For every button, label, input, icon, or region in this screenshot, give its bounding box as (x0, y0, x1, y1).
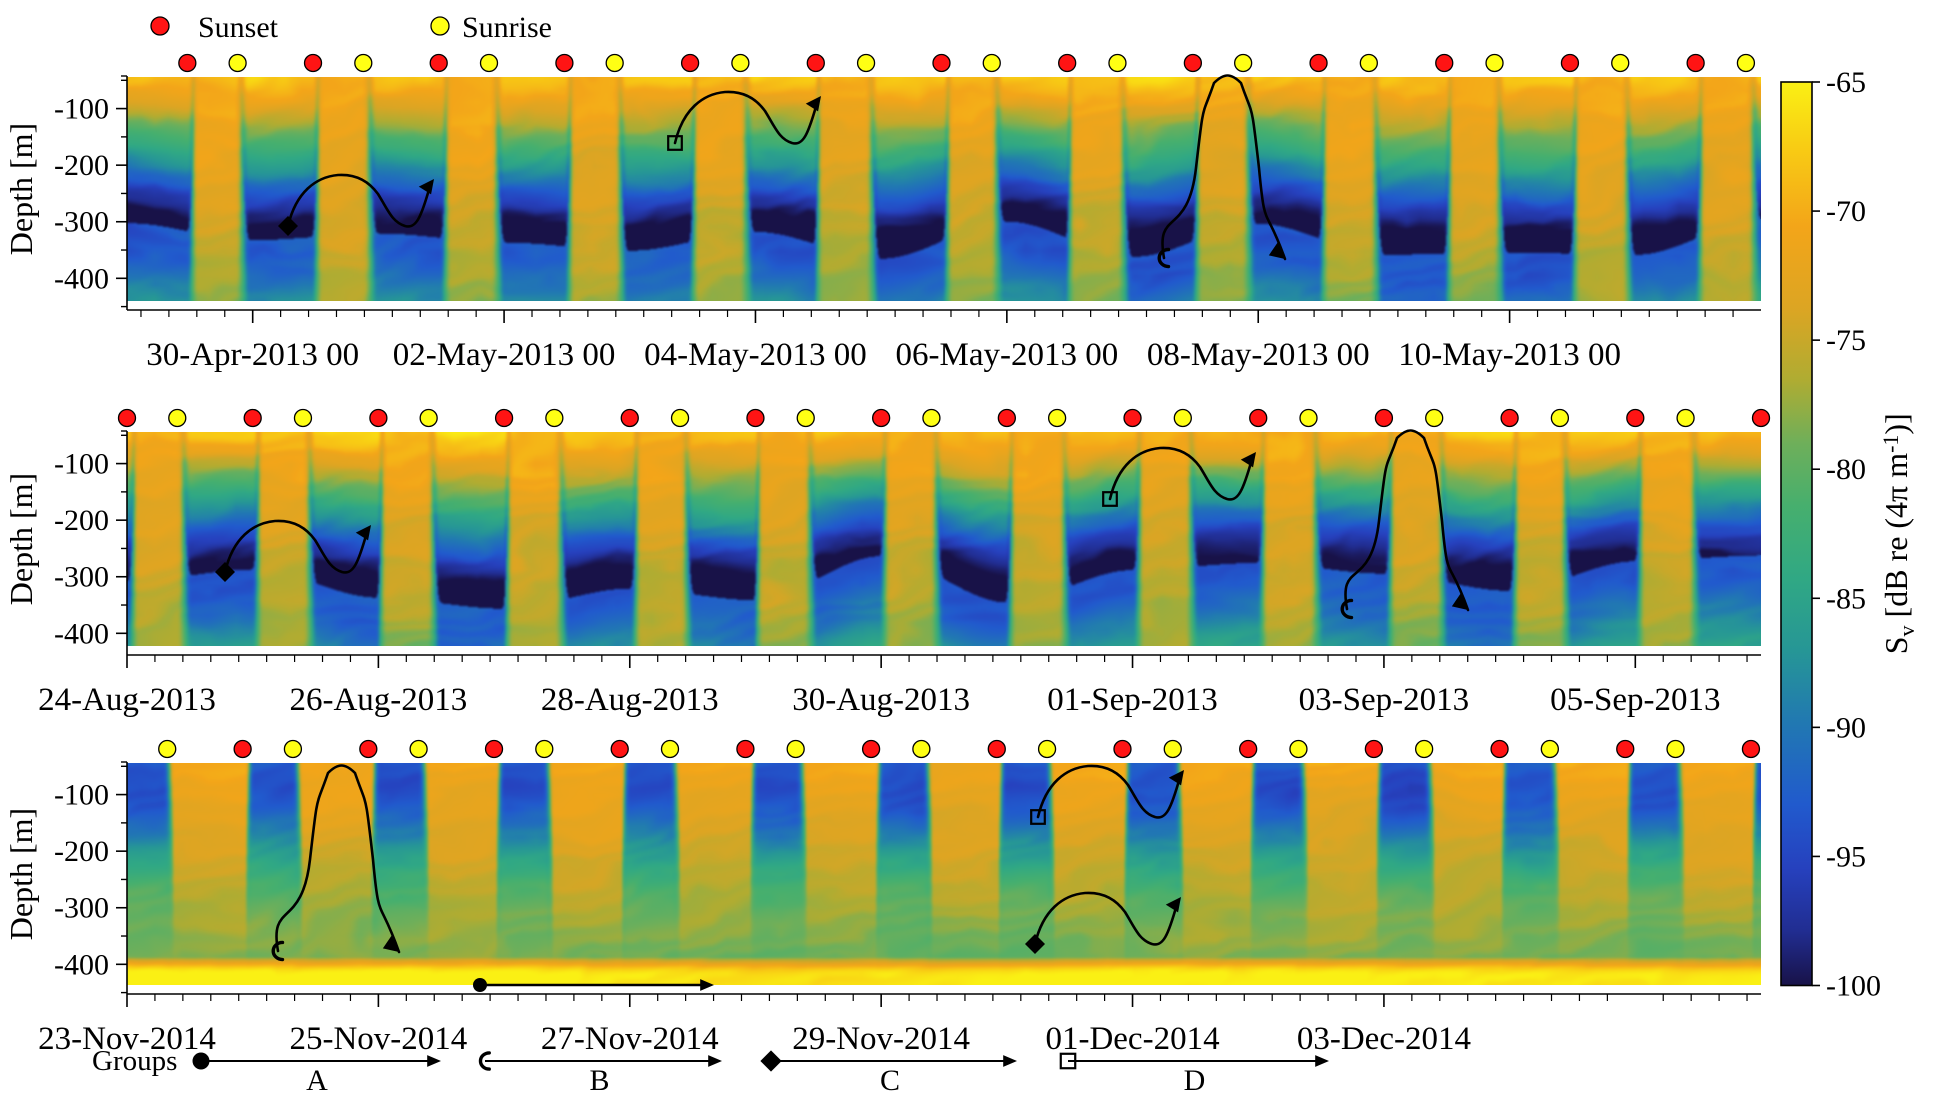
svg-text:-100: -100 (54, 93, 109, 126)
svg-text:30-Apr-2013 00: 30-Apr-2013 00 (146, 337, 359, 373)
svg-text:02-May-2013 00: 02-May-2013 00 (393, 337, 616, 373)
svg-text:Groups: Groups (92, 1045, 177, 1077)
svg-text:25-Nov-2014: 25-Nov-2014 (289, 1021, 467, 1057)
svg-text:01-Sep-2013: 01-Sep-2013 (1047, 682, 1217, 718)
svg-text:-400: -400 (54, 948, 109, 981)
svg-text:B: B (589, 1064, 609, 1097)
svg-text:-85: -85 (1826, 582, 1866, 615)
svg-text:Sunrise: Sunrise (462, 11, 552, 44)
svg-text:27-Nov-2014: 27-Nov-2014 (541, 1021, 719, 1057)
svg-text:-100: -100 (54, 779, 109, 812)
svg-text:-300: -300 (54, 892, 109, 925)
svg-text:01-Dec-2014: 01-Dec-2014 (1045, 1021, 1219, 1057)
svg-text:Depth [m]: Depth [m] (3, 123, 39, 255)
svg-text:24-Aug-2013: 24-Aug-2013 (38, 682, 216, 718)
svg-text:-80: -80 (1826, 453, 1866, 486)
svg-text:05-Sep-2013: 05-Sep-2013 (1550, 682, 1720, 718)
svg-text:-400: -400 (54, 262, 109, 295)
svg-text:A: A (306, 1064, 328, 1097)
svg-text:-65: -65 (1826, 66, 1866, 99)
svg-text:26-Aug-2013: 26-Aug-2013 (289, 682, 467, 718)
svg-text:-100: -100 (1826, 970, 1881, 1003)
svg-text:C: C (880, 1064, 900, 1097)
svg-text:-300: -300 (54, 206, 109, 239)
svg-text:-300: -300 (54, 561, 109, 594)
svg-text:-100: -100 (54, 448, 109, 481)
svg-text:30-Aug-2013: 30-Aug-2013 (792, 682, 970, 718)
svg-text:03-Dec-2014: 03-Dec-2014 (1297, 1021, 1471, 1057)
svg-text:-75: -75 (1826, 324, 1866, 357)
svg-text:03-Sep-2013: 03-Sep-2013 (1299, 682, 1469, 718)
svg-text:06-May-2013 00: 06-May-2013 00 (895, 337, 1118, 373)
svg-text:-95: -95 (1826, 840, 1866, 873)
svg-text:-70: -70 (1826, 195, 1866, 228)
svg-text:04-May-2013 00: 04-May-2013 00 (644, 337, 867, 373)
svg-text:08-May-2013 00: 08-May-2013 00 (1147, 337, 1370, 373)
svg-text:28-Aug-2013: 28-Aug-2013 (541, 682, 719, 718)
svg-text:-400: -400 (54, 617, 109, 650)
svg-text:D: D (1184, 1064, 1206, 1097)
svg-text:-200: -200 (54, 835, 109, 868)
svg-text:Sv [dB re (4π m-1)]: Sv [dB re (4π m-1)] (1878, 413, 1919, 654)
svg-text:Sunset: Sunset (198, 11, 279, 44)
svg-text:29-Nov-2014: 29-Nov-2014 (792, 1021, 970, 1057)
svg-text:10-May-2013 00: 10-May-2013 00 (1398, 337, 1621, 373)
svg-text:Depth [m]: Depth [m] (3, 808, 39, 940)
svg-text:-200: -200 (54, 149, 109, 182)
svg-text:-90: -90 (1826, 711, 1866, 744)
svg-text:-200: -200 (54, 504, 109, 537)
svg-text:Depth [m]: Depth [m] (3, 473, 39, 605)
